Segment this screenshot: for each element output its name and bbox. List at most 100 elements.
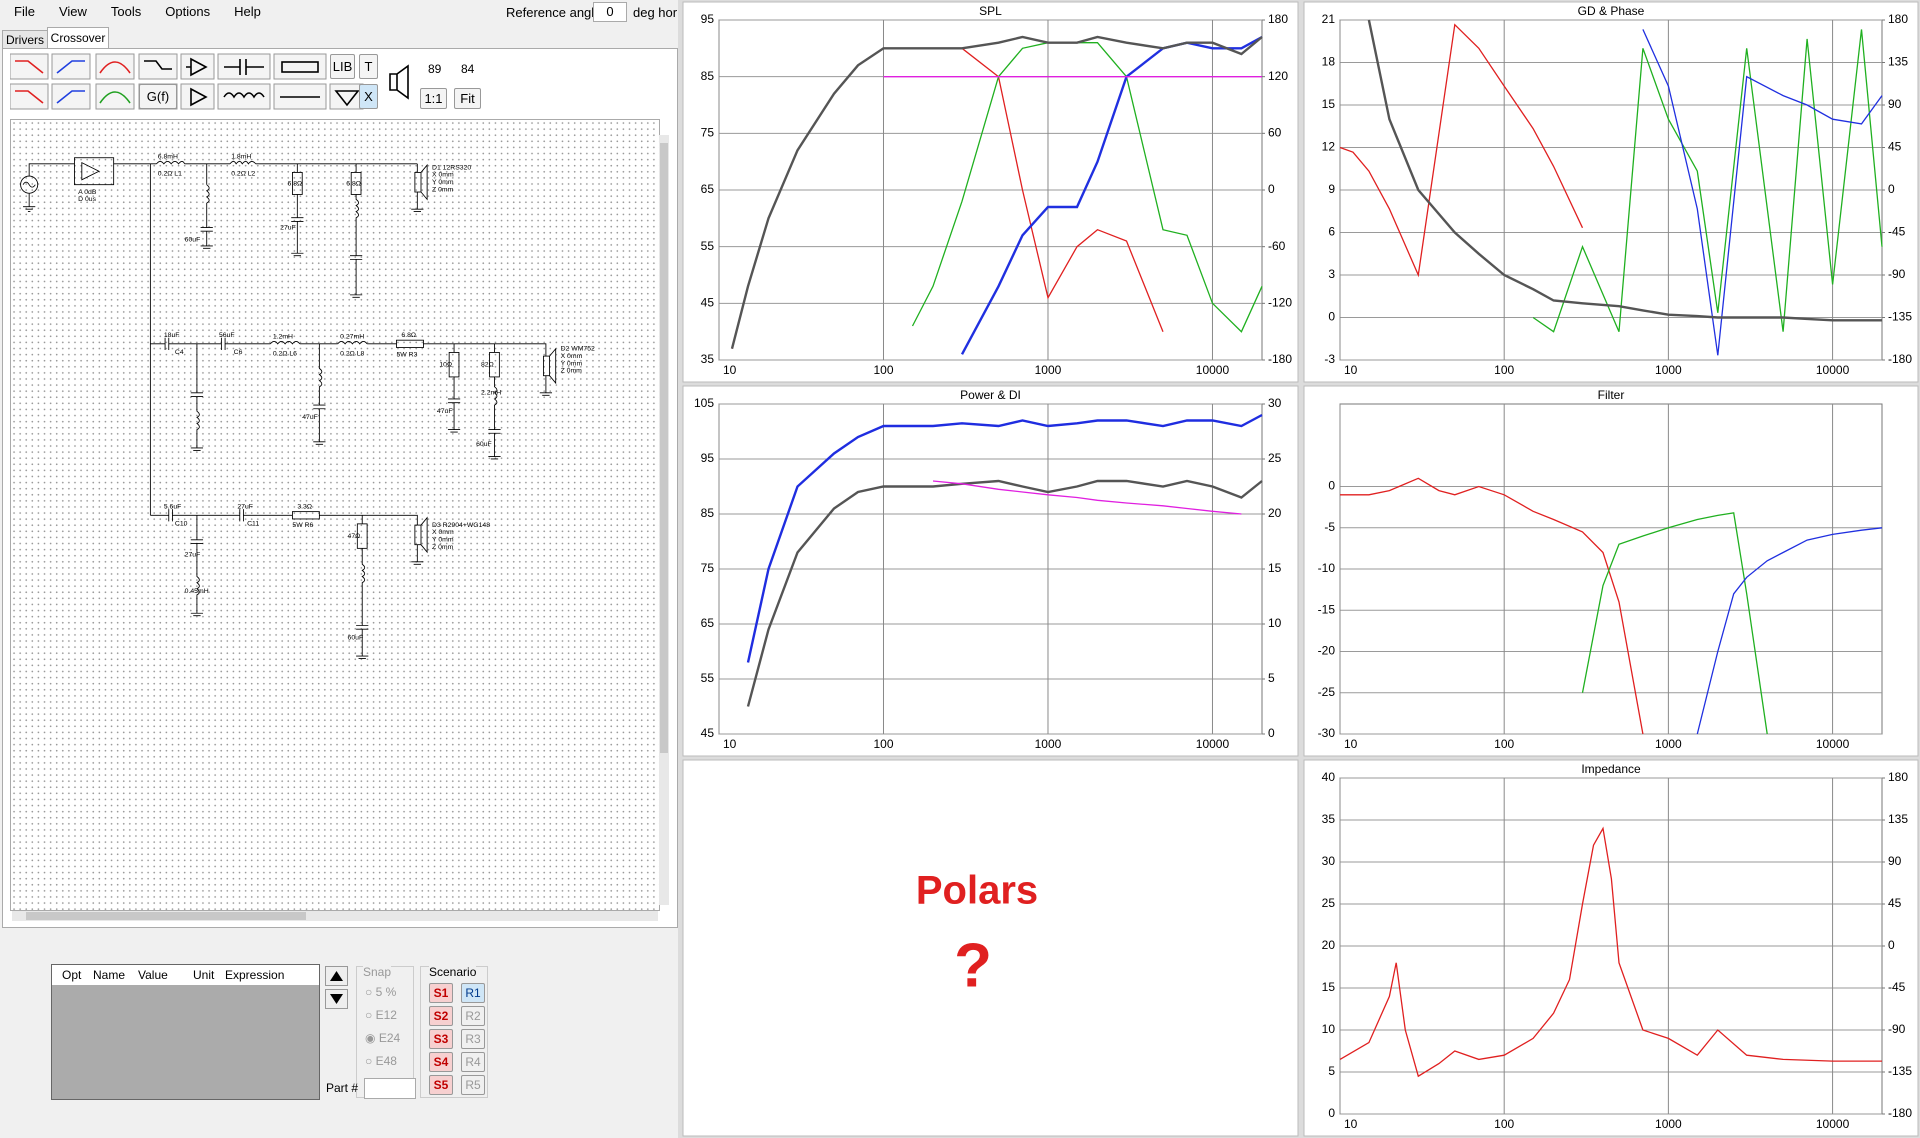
x-tick-label: 10 bbox=[1344, 1117, 1358, 1131]
toolbar-button[interactable]: LIB bbox=[330, 54, 355, 79]
y-tick-label: 65 bbox=[701, 616, 715, 630]
component-label: 27uF bbox=[237, 504, 253, 511]
scenario-button[interactable]: R3 bbox=[461, 1029, 485, 1049]
option-label: E48 bbox=[375, 1054, 397, 1068]
y-tick-label: 65 bbox=[701, 182, 715, 196]
table-header: Opt Name Value Unit Expression bbox=[52, 965, 319, 985]
y-tick-label: 25 bbox=[1322, 896, 1336, 910]
component-label: 5W R3 bbox=[397, 352, 418, 359]
component-label: C11 bbox=[247, 521, 259, 528]
toolbar-button[interactable]: G(f) bbox=[139, 84, 177, 109]
series-line bbox=[1367, 19, 1882, 322]
series-line bbox=[730, 35, 1263, 349]
y-tick-label: 15 bbox=[1322, 980, 1336, 994]
y2-tick-label: -45 bbox=[1888, 225, 1906, 239]
x-tick-label: 1000 bbox=[1655, 737, 1682, 751]
y2-tick-label: 60 bbox=[1268, 126, 1282, 140]
reference-input[interactable]: 0 bbox=[593, 2, 627, 22]
component-label: 5.6uF bbox=[164, 504, 182, 511]
part-input[interactable] bbox=[364, 1078, 416, 1099]
component-label: 0.2Ω L1 bbox=[158, 170, 182, 177]
scenario-button[interactable]: S4 bbox=[429, 1052, 453, 1072]
scenario-button[interactable]: S5 bbox=[429, 1075, 453, 1095]
series-line bbox=[1696, 527, 1883, 735]
y-tick-label: 45 bbox=[701, 726, 715, 740]
y-tick-label: -10 bbox=[1318, 561, 1336, 575]
menu-item[interactable]: Options bbox=[165, 4, 211, 19]
chart-title: GD & Phase bbox=[1578, 4, 1645, 18]
tab-active[interactable]: Crossover bbox=[47, 27, 109, 49]
y2-tick-label: 180 bbox=[1888, 770, 1908, 784]
component-label: Y 0mm bbox=[561, 360, 583, 367]
option-label: E12 bbox=[375, 1008, 397, 1022]
scenario-button[interactable]: R5 bbox=[461, 1075, 485, 1095]
column-header: Value bbox=[138, 968, 168, 982]
component-label: 47Ω bbox=[348, 533, 361, 540]
y2-tick-label: 135 bbox=[1888, 812, 1908, 826]
x-tick-label: 10000 bbox=[1816, 737, 1850, 751]
x-tick-label: 100 bbox=[1494, 737, 1514, 751]
series-line bbox=[932, 480, 1242, 515]
scenario-button[interactable]: R2 bbox=[461, 1006, 485, 1026]
toolbar-button[interactable]: T bbox=[359, 54, 378, 79]
scenario-button[interactable]: R4 bbox=[461, 1052, 485, 1072]
move-buttons[interactable] bbox=[325, 966, 349, 1010]
y2-tick-label: -90 bbox=[1888, 1022, 1906, 1036]
component-label: 27uF bbox=[280, 224, 296, 231]
y-tick-label: 30 bbox=[1322, 854, 1336, 868]
reference-label: Reference angle bbox=[506, 5, 602, 20]
component-label: 60uF bbox=[185, 237, 201, 244]
y-tick-label: 0 bbox=[1328, 1106, 1335, 1120]
menu-item[interactable]: Help bbox=[234, 4, 261, 19]
component-label: 0.45mH bbox=[185, 588, 209, 595]
horizontal-scrollbar[interactable] bbox=[12, 911, 658, 921]
scenario-button[interactable]: S3 bbox=[429, 1029, 453, 1049]
series-line bbox=[1339, 826, 1882, 1078]
level-value: 84 bbox=[461, 62, 475, 76]
menu-bar: File View Tools Options Help bbox=[14, 4, 285, 19]
column-header: Name bbox=[93, 968, 126, 982]
component-label: D 0us bbox=[78, 196, 96, 203]
x-tick-label: 10 bbox=[1344, 363, 1358, 377]
component-label: D2 WM752 bbox=[561, 346, 595, 353]
column-header: Unit bbox=[193, 968, 215, 982]
y2-tick-label: 5 bbox=[1268, 671, 1275, 685]
radio-option[interactable]: ○ E12 bbox=[365, 1008, 397, 1022]
series-line bbox=[746, 413, 1263, 663]
component-label: Z 0mm bbox=[561, 368, 583, 375]
radio-option[interactable]: ○ 5 % bbox=[365, 985, 397, 999]
y2-tick-label: 90 bbox=[1888, 97, 1902, 111]
y2-tick-label: 20 bbox=[1268, 506, 1282, 520]
toolbar-button[interactable]: Fit bbox=[454, 88, 481, 109]
menu-item[interactable]: Tools bbox=[110, 4, 142, 19]
scenario-button[interactable]: S2 bbox=[429, 1006, 453, 1026]
y2-tick-label: 25 bbox=[1268, 451, 1282, 465]
tab[interactable]: Drivers bbox=[2, 30, 48, 50]
y2-tick-label: -135 bbox=[1888, 310, 1912, 324]
component-label: 6.8Ω bbox=[288, 180, 303, 187]
group-title: Scenario bbox=[429, 965, 477, 979]
component-label: 6.8Ω bbox=[346, 180, 361, 187]
component-label: 60uF bbox=[348, 635, 364, 642]
y2-tick-label: -60 bbox=[1268, 239, 1286, 253]
y2-tick-label: -180 bbox=[1888, 352, 1912, 366]
x-tick-label: 100 bbox=[873, 363, 893, 377]
y-tick-label: -30 bbox=[1318, 726, 1336, 740]
toolbar-button[interactable]: 1:1 bbox=[420, 88, 447, 109]
radio-option[interactable]: ○ E48 bbox=[365, 1054, 397, 1068]
y-tick-label: -20 bbox=[1318, 644, 1336, 658]
series-line bbox=[731, 47, 1164, 349]
component-label: 18uF bbox=[164, 332, 180, 339]
scenario-button[interactable]: S1 bbox=[429, 983, 453, 1003]
vertical-scrollbar[interactable] bbox=[659, 135, 669, 905]
scenario-button[interactable]: R1 bbox=[461, 983, 485, 1003]
menu-item[interactable]: File bbox=[14, 4, 35, 19]
radio-option[interactable]: ◉ E24 bbox=[365, 1031, 401, 1045]
y-tick-label: 85 bbox=[701, 506, 715, 520]
menu-item[interactable]: View bbox=[58, 4, 87, 19]
component-label: 1.2mH bbox=[273, 333, 293, 340]
toolbar-button[interactable]: X bbox=[359, 84, 378, 109]
component-label: D1 12RS320 bbox=[432, 164, 471, 171]
component-label: 6.8Ω bbox=[401, 332, 416, 339]
y-tick-label: 15 bbox=[1322, 97, 1336, 111]
